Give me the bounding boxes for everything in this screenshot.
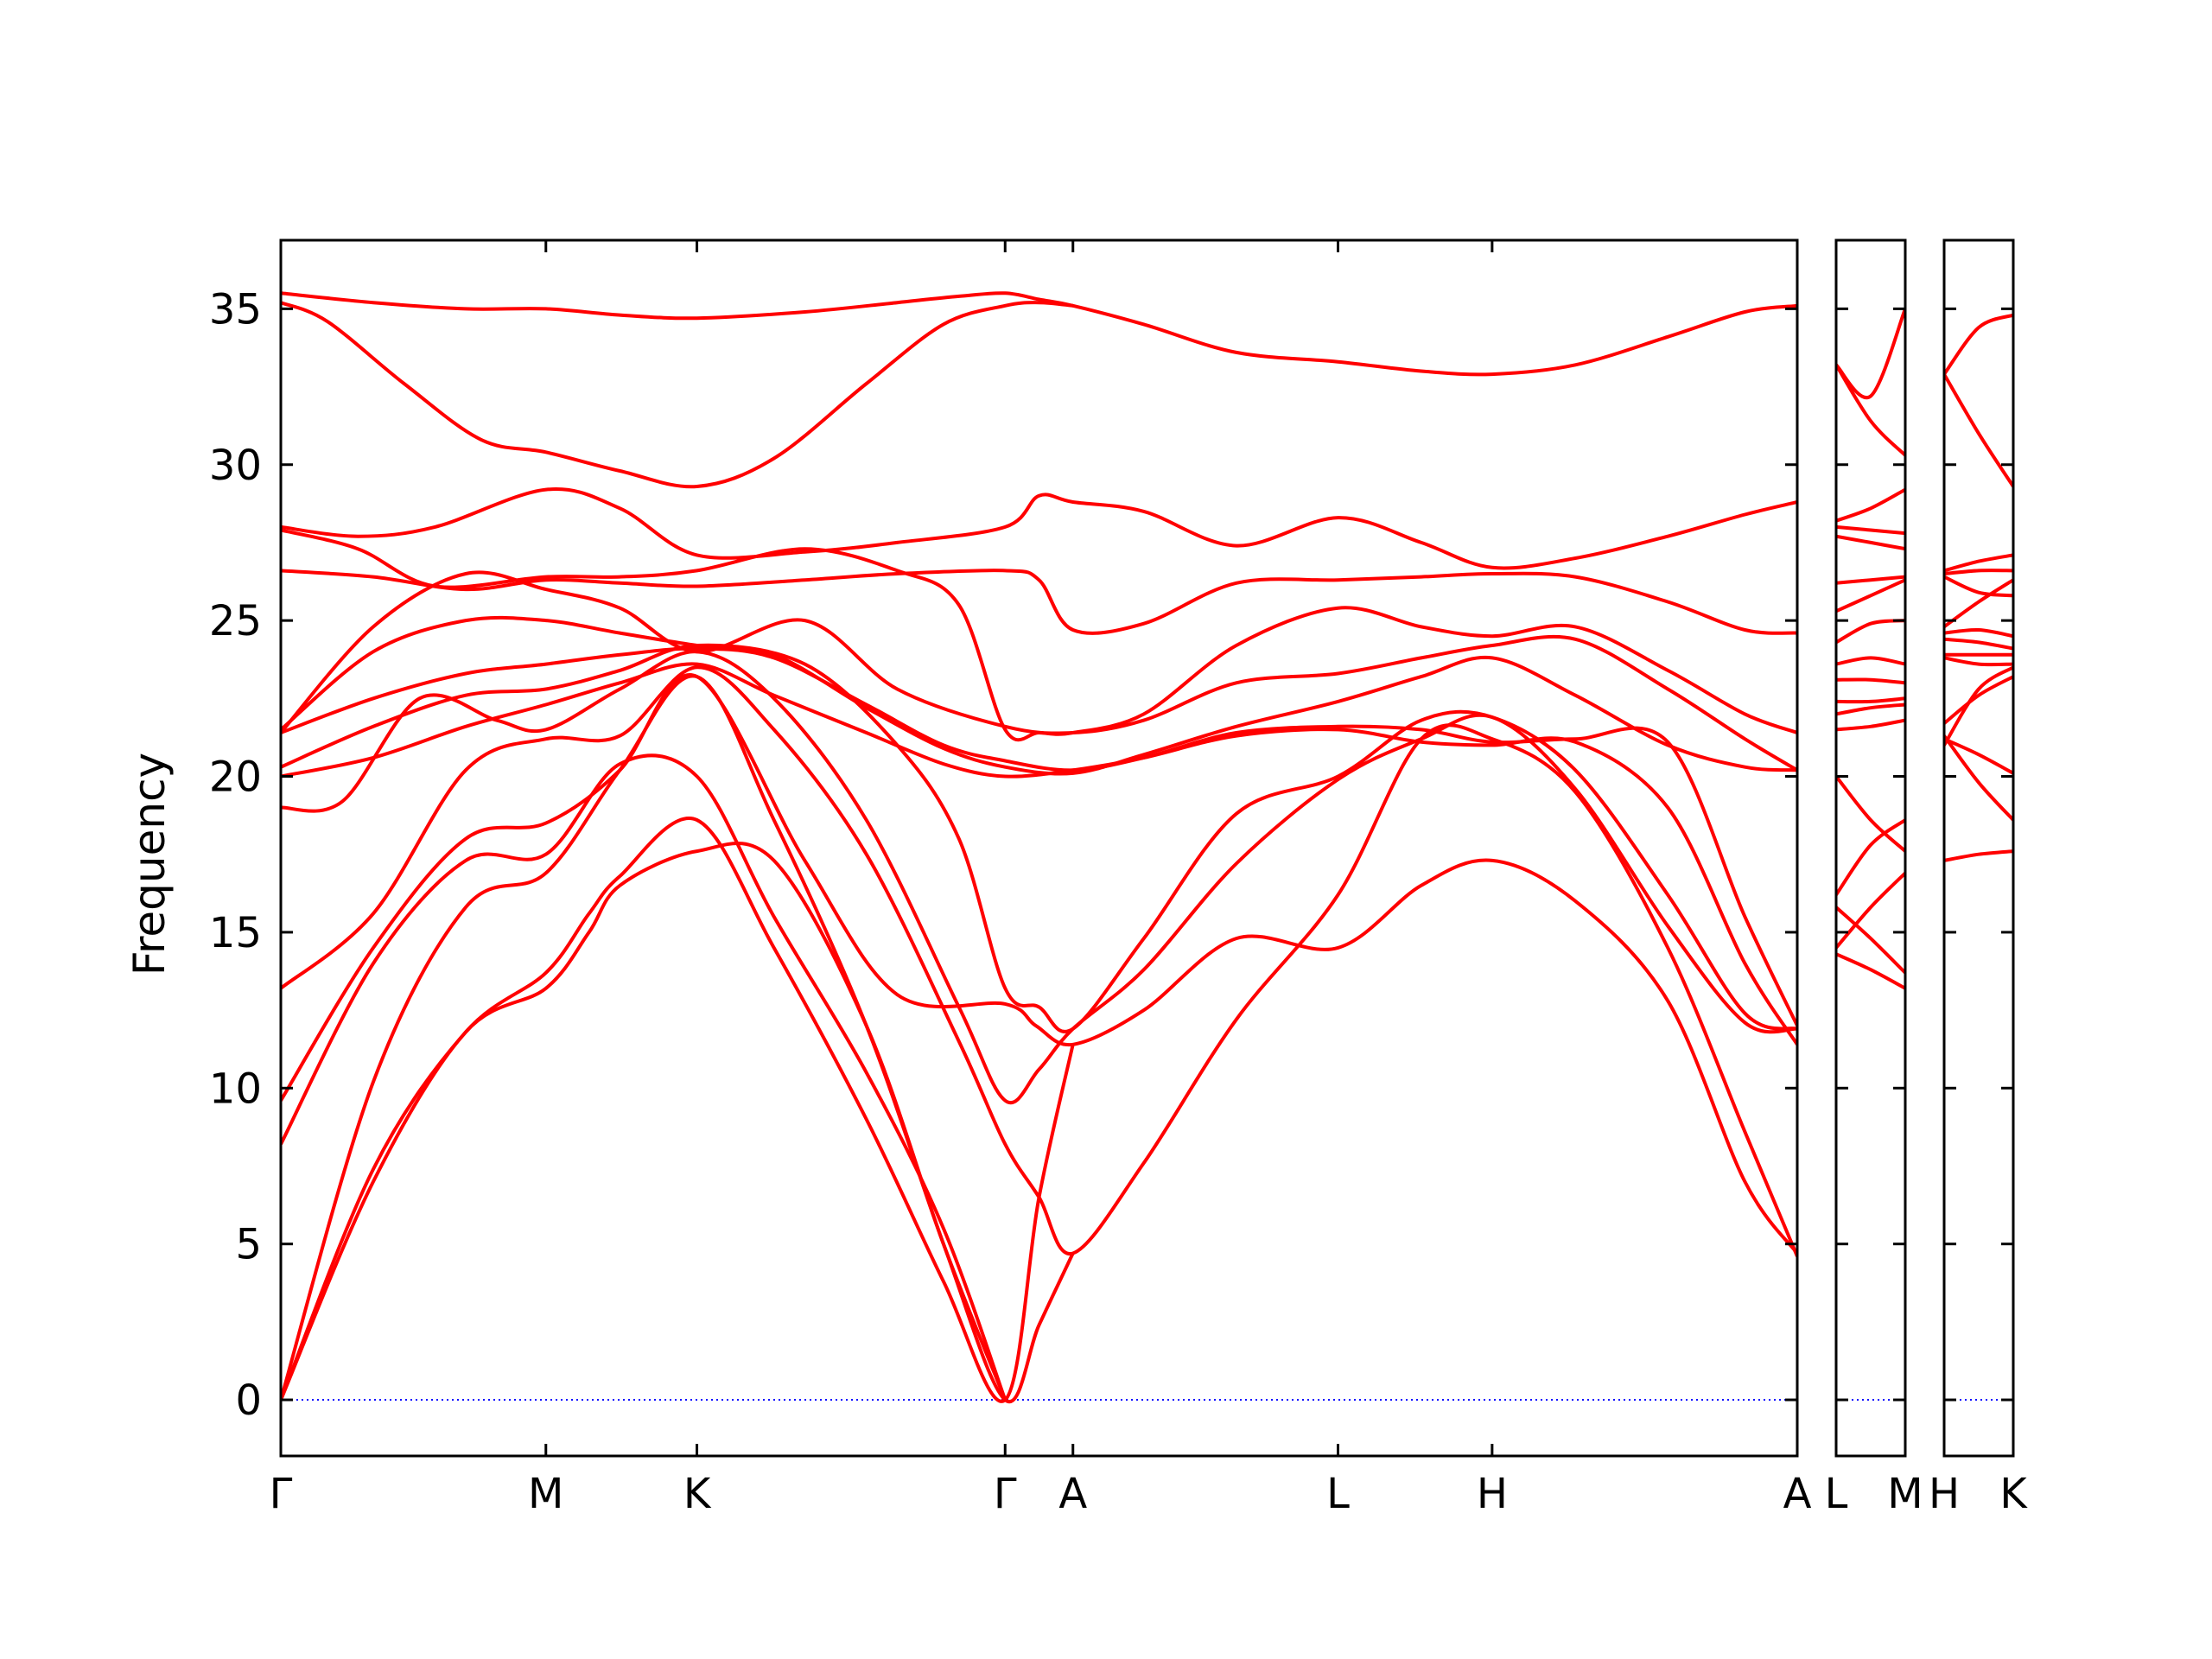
band-line-6: [281, 570, 1797, 772]
x-tick-label: L: [1326, 1470, 1350, 1518]
band-line-8: [1944, 637, 2013, 651]
band-line-15: [281, 674, 1007, 1401]
band-line-7: [1836, 578, 1905, 613]
band-group: [281, 291, 1797, 1404]
x-tick-label: M: [528, 1470, 563, 1518]
band-line-3: [1836, 487, 1905, 523]
band-line-1: [1944, 313, 2013, 376]
band-group: [1836, 308, 1905, 990]
band-line-13: [1944, 734, 2013, 822]
y-tick-label: 0: [235, 1376, 262, 1425]
x-tick-label: H: [1477, 1470, 1508, 1518]
y-tick-label: 15: [209, 909, 262, 957]
band-line-2: [1944, 373, 2013, 488]
x-tick-label: H: [1929, 1470, 1960, 1518]
y-tick-label: 5: [235, 1221, 262, 1269]
plot-frame: [279, 238, 1799, 1458]
band-line-9: [281, 662, 1797, 1046]
band-line-11: [1944, 675, 2013, 725]
plot-frame: [1834, 238, 1907, 1458]
plot-frame: [1942, 238, 2015, 1458]
x-tick-label: L: [1825, 1470, 1848, 1518]
y-tick-label: 30: [209, 442, 262, 490]
band-line-16: [281, 841, 1075, 1404]
band-line-7: [281, 615, 1797, 776]
band-line-3: [281, 486, 1797, 570]
band-line-12: [1944, 737, 2013, 775]
band-line-11: [1836, 696, 1905, 704]
band-line-17: [281, 817, 1075, 1403]
band-line-10: [281, 643, 1797, 1033]
band-line-5: [1836, 534, 1905, 551]
y-axis-label: Frequency: [124, 753, 175, 976]
band-line-4: [281, 569, 1797, 635]
band-line-9: [1836, 656, 1905, 666]
band-line-13: [1836, 718, 1905, 732]
band-line-5: [1944, 575, 2013, 598]
band-line-4: [1836, 524, 1905, 536]
band-line-6: [1836, 575, 1905, 585]
band-line-17: [1836, 871, 1905, 950]
band-line-14: [1944, 665, 2013, 747]
band-line-8: [1836, 619, 1905, 645]
band-line-14: [1836, 775, 1905, 853]
band-line-15: [1836, 818, 1905, 896]
x-tick-label: K: [1999, 1470, 2028, 1518]
x-tick-label: Γ: [994, 1470, 1017, 1518]
band-line-5: [281, 528, 1797, 742]
y-tick-label: 10: [209, 1065, 262, 1113]
x-tick-label: A: [1783, 1470, 1812, 1518]
band-line-15: [1944, 849, 2013, 862]
x-tick-label: A: [1058, 1470, 1087, 1518]
x-tick-label: M: [1887, 1470, 1923, 1518]
x-tick-label: K: [683, 1470, 712, 1518]
band-line-1: [281, 291, 1797, 377]
y-tick-label: 20: [209, 753, 262, 802]
band-line-8: [281, 646, 1797, 1027]
band-group: [1944, 313, 2013, 862]
band-line-10: [1836, 677, 1905, 685]
band-line-7: [1944, 627, 2013, 639]
x-tick-label: Γ: [270, 1470, 293, 1518]
band-line-12: [1836, 702, 1905, 716]
y-tick-label: 25: [209, 597, 262, 645]
y-tick-label: 35: [209, 285, 262, 334]
band-line-10: [1944, 656, 2013, 667]
band-line-11: [281, 650, 1797, 1105]
band-line-2: [281, 301, 1073, 489]
band-line-2: [1836, 364, 1905, 457]
band-line-4: [1944, 569, 2013, 575]
band-line-3: [1944, 553, 2013, 573]
band-line-12: [281, 665, 1797, 1257]
band-line-16: [1836, 906, 1905, 975]
band-line-18: [1836, 952, 1905, 990]
band-line-13: [281, 673, 1797, 1255]
